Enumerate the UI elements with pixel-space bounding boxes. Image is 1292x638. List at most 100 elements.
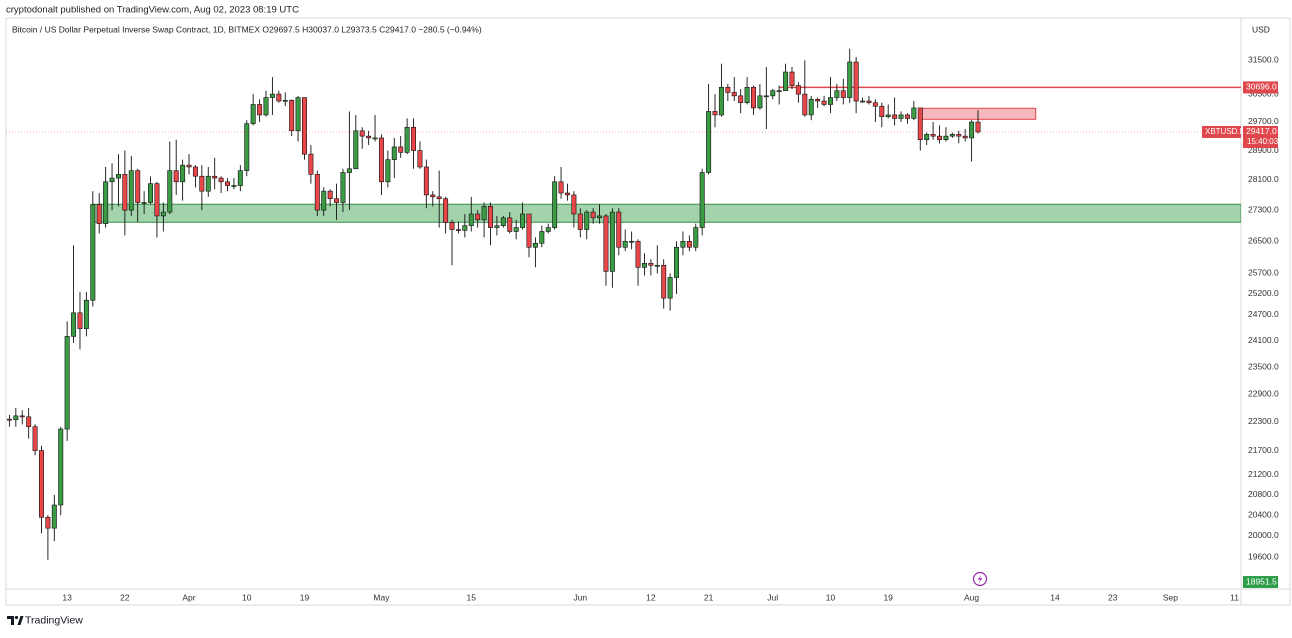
symbol-label: XBTUSD.P	[1205, 127, 1245, 136]
candle-body	[141, 202, 147, 204]
candle-body	[840, 90, 846, 98]
y-tick-label: 24700.0	[1248, 309, 1279, 319]
candle-body	[962, 135, 968, 139]
x-tick-label: Jul	[767, 592, 778, 602]
y-tick-label: 20400.0	[1248, 509, 1279, 519]
candle-body	[853, 61, 859, 102]
y-tick-label: 22300.0	[1248, 416, 1279, 426]
alert-bolt[interactable]	[977, 574, 983, 584]
candle-body	[231, 185, 237, 187]
candle-body	[507, 217, 513, 232]
candle-body	[443, 198, 449, 223]
candle-body	[250, 104, 256, 125]
y-tick-label: 20800.0	[1248, 489, 1279, 499]
zone	[92, 203, 1241, 223]
candle-body	[26, 416, 32, 427]
candle-body	[218, 177, 224, 183]
candle-body	[783, 71, 789, 91]
candle-body	[359, 130, 365, 137]
x-tick-label: Jun	[573, 592, 587, 602]
candle-body	[866, 100, 872, 104]
candle-body	[64, 336, 70, 430]
candle-body	[327, 190, 333, 200]
candle-body	[699, 172, 705, 228]
candle-body	[770, 90, 776, 97]
logo-part	[17, 616, 24, 625]
candle-body	[892, 114, 898, 119]
candle-body	[462, 225, 468, 231]
publisher-note: cryptodonalt published on TradingView.co…	[6, 5, 299, 16]
candle-body	[398, 146, 404, 153]
candle-body	[590, 211, 596, 219]
candle-body	[956, 134, 962, 137]
candle-body	[776, 90, 782, 92]
chart-frame	[5, 17, 1291, 606]
candle-body	[173, 170, 179, 183]
candle-body	[693, 227, 699, 248]
x-tick-label: Apr	[182, 592, 195, 602]
x-tick-label: 10	[826, 592, 836, 602]
candle-body	[603, 215, 609, 272]
alert-icon[interactable]	[972, 571, 988, 587]
y-tick-label: 19600.0	[1248, 551, 1279, 561]
candle-body	[564, 192, 570, 196]
candle-body	[609, 211, 615, 272]
candle-body	[430, 194, 436, 198]
candle-body	[898, 114, 904, 119]
y-tick-label: 25700.0	[1248, 268, 1279, 278]
y-tick-label: 22900.0	[1248, 388, 1279, 398]
candle-body	[160, 211, 166, 217]
candle-body	[122, 174, 128, 211]
candle-body	[597, 215, 603, 219]
y-tick-label: 31500.0	[1248, 55, 1279, 65]
candle-body	[718, 86, 724, 116]
candle-body	[154, 183, 160, 217]
candle-body	[577, 213, 583, 230]
x-tick-label: 19	[883, 592, 893, 602]
candle-body	[526, 213, 532, 248]
x-tick-label: May	[373, 592, 390, 602]
candle-body	[725, 86, 731, 93]
y-tick-label: 25200.0	[1248, 288, 1279, 298]
candle-body	[32, 426, 38, 451]
candle-body	[103, 181, 109, 224]
candle-body	[558, 181, 564, 194]
candle-body	[635, 241, 641, 268]
currency: USD	[1252, 24, 1270, 34]
candle-body	[385, 159, 391, 183]
candle-body	[629, 241, 635, 243]
candle-body	[808, 98, 814, 116]
y-tick-label: 28100.0	[1248, 174, 1279, 184]
candle-body	[706, 111, 712, 173]
candle-body	[404, 126, 410, 153]
candle-body	[616, 211, 622, 248]
x-tick-label: 15	[467, 592, 477, 602]
candle-body	[834, 90, 840, 98]
logo-part	[14, 615, 19, 620]
candle-body	[975, 121, 981, 133]
candle-body	[488, 206, 493, 228]
candle-body	[654, 264, 660, 267]
candle-body	[943, 135, 949, 141]
candle-body	[712, 111, 718, 116]
candle-body	[115, 174, 121, 179]
candle-body	[539, 231, 545, 244]
y-tick-label: 21700.0	[1248, 445, 1279, 455]
candle-body	[468, 213, 474, 226]
candle-body	[904, 114, 910, 119]
candle-body	[847, 61, 853, 98]
candle-body	[302, 97, 307, 155]
candle-body	[455, 229, 461, 231]
candle-body	[571, 194, 577, 215]
candle-body	[19, 415, 25, 418]
candle-body	[366, 135, 372, 139]
candle-body	[83, 299, 89, 329]
candle-body	[763, 95, 769, 98]
plot-area	[6, 48, 1241, 560]
candle-body	[378, 137, 384, 183]
candle-body	[282, 100, 288, 102]
y-tick-label: 26500.0	[1248, 236, 1279, 246]
candle-body	[96, 204, 102, 224]
